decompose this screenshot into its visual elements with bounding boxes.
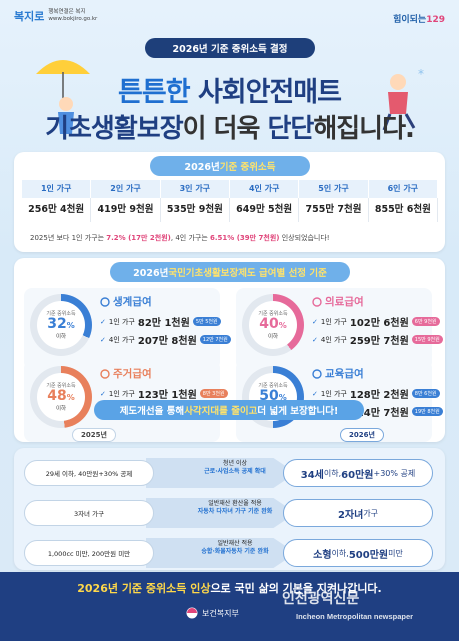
median-income-table: 1인 가구 2인 가구 3인 가구 4인 가구 5인 가구 6인 가구 256만 4천원 41…	[22, 180, 438, 222]
income-header-cell: 3인 가구	[160, 180, 230, 198]
ring-percent: 40%	[259, 315, 287, 332]
ring-percent: 50%	[259, 387, 287, 404]
ring-label: 기준 중위소득	[46, 382, 76, 389]
percentage-ring: 기준 중위소득 32% 이하	[30, 294, 92, 356]
footer-slogan: 2026년 기준 중위소득 인상으로 국민 삶의 기본을 지켜나갑니다.	[77, 582, 382, 595]
increase-chip: 8만 6천원	[411, 389, 440, 398]
increase-chip: 6만 9천원	[411, 317, 440, 326]
before-box: 29세 이하, 40만원+30% 공제	[24, 460, 154, 486]
median-income-pill: 2026년 기준 중위소득	[150, 156, 310, 176]
change-description: 청년 이상 근로·사업소득 공제 확대	[204, 460, 266, 476]
svg-text:*: *	[418, 68, 424, 81]
four-person-row: ✓ 4인 가구 259만 7천원 15만 9천원	[312, 332, 443, 347]
income-value-cell: 535만 9천원	[161, 198, 230, 222]
year-after-tag: 2026년	[340, 428, 384, 442]
increase-chip: 19만 8천원	[411, 407, 443, 416]
income-header-cell: 6인 가구	[368, 180, 438, 198]
one-person-row: ✓ 1인 가구 128만 2천원 8만 6천원	[312, 386, 440, 401]
increase-chip: 15만 9천원	[411, 335, 443, 344]
percentage-ring: 기준 중위소득 40% 이하	[242, 294, 304, 356]
increase-chip: 5만 5천원	[192, 317, 221, 326]
percentage-ring: 기준 중위소득 48% 이하	[30, 366, 92, 428]
income-header-cell: 2인 가구	[91, 180, 161, 198]
hotline-text: 힘이되는	[393, 15, 427, 25]
before-box: 1,000cc 미만, 200만원 미만	[24, 540, 154, 566]
jumping-boy-illustration: *	[382, 68, 424, 131]
income-value-cell: 419만 9천원	[91, 198, 161, 222]
income-value-cell: 755만 7천원	[299, 198, 369, 222]
umbrella-girl-illustration	[36, 60, 90, 134]
income-header-cell: 1인 가구	[22, 180, 92, 198]
increase-chip: 8만 3천원	[199, 389, 228, 398]
title-pill: 2026년 기준 중위소득 결정	[145, 38, 315, 58]
income-value-cell: 649만 5천원	[230, 198, 300, 222]
check-icon: ✓	[100, 317, 106, 326]
benefit-card: 기준 중위소득 32% 이하 생계급여 ✓ 1인 가구 82만 1천원 5만 5…	[24, 288, 231, 370]
headline-line1: 튼튼한 사회안전매트	[118, 77, 342, 108]
check-icon: ✓	[312, 389, 318, 398]
year-before-tag: 2025년	[72, 428, 116, 442]
ministry-emblem-icon	[186, 607, 198, 619]
ring-percent: 32%	[47, 315, 75, 332]
income-header-cell: 5인 가구	[299, 180, 369, 198]
card-title: 교육급여	[312, 366, 364, 381]
arrow-shape	[146, 458, 296, 488]
improvement-row: 29세 이하, 40만원+30% 공제 청년 이상 근로·사업소득 공제 확대 …	[0, 450, 459, 500]
ring-below: 이하	[55, 406, 67, 413]
logo-mark: 복지로	[14, 10, 45, 23]
hotline-129-logo[interactable]: 힘이되는129	[393, 12, 445, 25]
after-box: 2자녀 가구	[283, 499, 433, 527]
one-person-row: ✓ 1인 가구 82만 1천원 5만 5천원	[100, 314, 221, 329]
income-header-cell: 4인 가구	[230, 180, 300, 198]
arrow-shape	[146, 538, 296, 568]
benefit-icon	[100, 368, 110, 379]
newspaper-watermark-en: Incheon Metropolitan newspaper	[296, 612, 414, 621]
income-value-cell: 256만 4천원	[22, 198, 92, 222]
improvement-row: 3자녀 가구 일반재산 환산율 적용 자동차 다자녀 가구 기준 완화 2자녀 …	[0, 490, 459, 540]
logo-url: www.bokjiro.go.kr	[48, 16, 98, 22]
four-person-row: ✓ 4인 가구 207만 8천원 12만 7천원	[100, 332, 231, 347]
ring-label: 기준 중위소득	[46, 310, 76, 317]
ring-below: 이하	[267, 334, 279, 341]
after-box: 34세 이하, 60만원 +30% 공제	[283, 459, 433, 487]
check-icon: ✓	[100, 335, 106, 344]
check-icon: ✓	[312, 317, 318, 326]
check-icon: ✓	[100, 389, 106, 398]
ring-label: 기준 중위소득	[258, 382, 288, 389]
ministry-logo[interactable]: 보건복지부	[186, 607, 239, 619]
benefit-icon	[312, 296, 322, 307]
logo-slogan: 행복연결은 복지	[48, 9, 86, 16]
bokjiro-logo[interactable]: 복지로 행복연결은 복지 www.bokjiro.go.kr	[14, 8, 97, 24]
ring-percent: 48%	[47, 387, 75, 404]
ring-below: 이하	[55, 334, 67, 341]
after-box: 소형 이하, 500만원 미만	[283, 539, 433, 567]
arrow-shape	[146, 498, 296, 528]
benefit-criteria-pill: 2026년 국민기초생활보장제도 급여별 선정 기준	[110, 262, 350, 282]
benefit-card: 기준 중위소득 40% 이하 의료급여 ✓ 1인 가구 102만 6천원 6만 …	[236, 288, 443, 370]
change-description: 일반재산 환산율 적용 자동차 다자녀 가구 기준 완화	[197, 500, 273, 516]
newspaper-watermark: 인천광역신문	[282, 591, 360, 607]
one-person-row: ✓ 1인 가구 123만 1천원 8만 3천원	[100, 386, 228, 401]
benefit-icon	[312, 368, 322, 379]
hotline-number: 129	[426, 15, 445, 25]
card-title: 생계급여	[100, 294, 152, 309]
card-title: 주거급여	[100, 366, 152, 381]
headline-keyword-safety-net: 사회안전매트	[197, 77, 342, 108]
income-value-cell: 855만 6천원	[369, 198, 438, 222]
improvement-row: 1,000cc 미만, 200만원 미만 일반재산 적용 승합·화물자동차 기준…	[0, 530, 459, 580]
footer-banner	[0, 572, 459, 641]
benefit-icon	[100, 296, 110, 307]
change-description: 일반재산 적용 승합·화물자동차 기준 완화	[201, 540, 269, 556]
before-box: 3자녀 가구	[24, 500, 154, 526]
card-title: 의료급여	[312, 294, 364, 309]
income-increase-note: 2025년 보다 1인 가구는 7.2% (17만 2천원), 4인 가구는 6…	[30, 234, 330, 242]
ring-label: 기준 중위소득	[258, 310, 288, 317]
increase-chip: 12만 7천원	[199, 335, 231, 344]
one-person-row: ✓ 1인 가구 102만 6천원 6만 9천원	[312, 314, 440, 329]
headline-line2: 기초생활보장이 더욱 단단해집니다.	[45, 114, 415, 144]
check-icon: ✓	[312, 335, 318, 344]
improvements-pill: 제도개선을 통해 사각지대를 줄이고 더 넓게 보장합니다!	[94, 400, 364, 420]
